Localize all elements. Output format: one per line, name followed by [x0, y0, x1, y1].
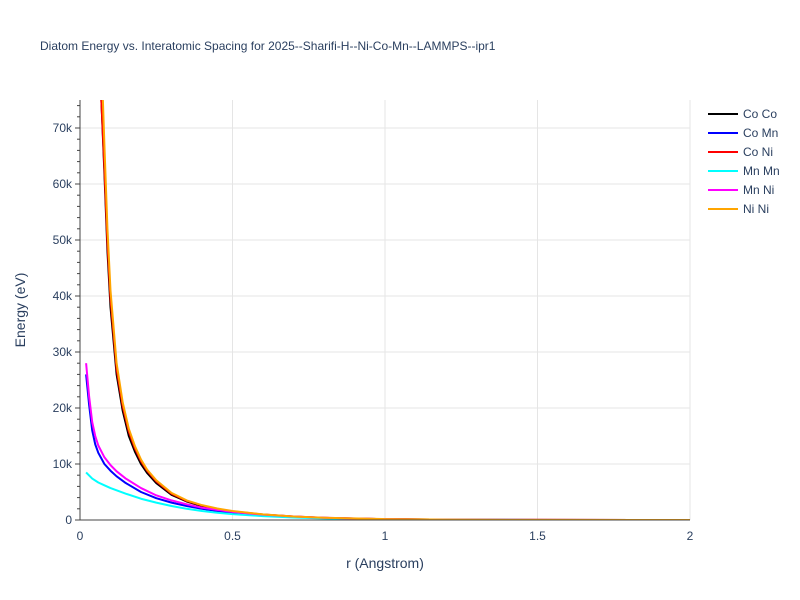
legend[interactable]: Co Co Co Mn Co Ni Mn Mn Mn Ni Ni Ni — [708, 107, 780, 216]
tick-labels: 0 0.5 1 1.5 2 0 10k 20k 30k 40k 50k 60k 70k — [53, 121, 694, 543]
series-lines — [85, 100, 690, 520]
y-tick-label: 60k — [53, 177, 73, 191]
y-tick-label: 30k — [53, 345, 73, 359]
y-tick-label: 40k — [53, 289, 73, 303]
x-tick-label: 0 — [77, 529, 84, 543]
y-tick-label: 10k — [53, 457, 73, 471]
legend-label: Ni Ni — [743, 202, 769, 216]
chart-title: Diatom Energy vs. Interatomic Spacing fo… — [40, 39, 496, 53]
legend-label: Co Ni — [743, 145, 773, 159]
legend-item-co-co[interactable]: Co Co — [708, 107, 777, 121]
x-tick-label: 2 — [687, 529, 694, 543]
legend-item-mn-mn[interactable]: Mn Mn — [708, 164, 780, 178]
y-axis-title: Energy (eV) — [12, 273, 28, 348]
legend-label: Co Mn — [743, 126, 778, 140]
x-axis-title: r (Angstrom) — [346, 555, 424, 571]
x-tick-label: 1.5 — [529, 529, 546, 543]
legend-label: Mn Mn — [743, 164, 780, 178]
y-tick-label: 0 — [65, 513, 72, 527]
grid — [80, 100, 691, 520]
x-tick-label: 0.5 — [224, 529, 241, 543]
y-tick-label: 70k — [53, 121, 73, 135]
y-tick-label: 50k — [53, 233, 73, 247]
axes — [75, 100, 690, 521]
legend-label: Mn Ni — [743, 183, 774, 197]
legend-item-co-ni[interactable]: Co Ni — [708, 145, 773, 159]
legend-item-mn-ni[interactable]: Mn Ni — [708, 183, 774, 197]
legend-item-ni-ni[interactable]: Ni Ni — [708, 202, 769, 216]
y-tick-label: 20k — [53, 401, 73, 415]
legend-label: Co Co — [743, 107, 777, 121]
legend-item-co-mn[interactable]: Co Mn — [708, 126, 778, 140]
x-tick-label: 1 — [382, 529, 389, 543]
series-line-ni-ni — [101, 100, 690, 520]
